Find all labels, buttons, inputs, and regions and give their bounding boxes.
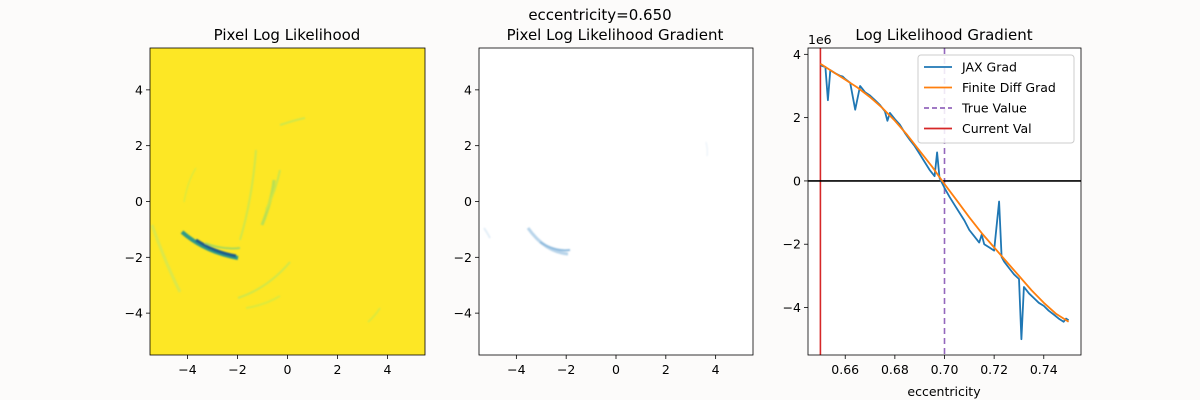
legend-label: Finite Diff Grad — [962, 80, 1056, 95]
y-tick-label: 2 — [135, 138, 143, 153]
x-tick-label: 0.66 — [831, 362, 859, 377]
y-tick-label: −2 — [783, 237, 801, 252]
x-tick-label: 0.68 — [881, 362, 909, 377]
panel-log-likelihood-gradient: Log Likelihood Gradient 0.66 0.68 0.70 0.72… — [783, 26, 1082, 399]
y-tick-label: −2 — [454, 250, 472, 265]
y-tick-label: −4 — [783, 300, 801, 315]
panel1-heatmap-background — [150, 48, 425, 355]
y-tick-label: 0 — [464, 194, 472, 209]
x-tick-label: 0.72 — [980, 362, 1008, 377]
y-tick-label: 0 — [793, 173, 801, 188]
y-tick-label: −2 — [125, 250, 143, 265]
panel1-axes: −4 −2 0 2 4 −4 −2 0 2 4 — [125, 82, 392, 377]
y-tick-label: −4 — [454, 306, 472, 321]
y-tick-label: 4 — [135, 82, 143, 97]
y-tick-label: 4 — [464, 82, 472, 97]
x-tick-label: 0.74 — [1030, 362, 1058, 377]
panel3-title: Log Likelihood Gradient — [855, 26, 1032, 44]
y-tick-label: −4 — [125, 306, 143, 321]
y-tick-label: 4 — [793, 47, 801, 62]
legend-label: JAX Grad — [961, 60, 1017, 75]
panel2-axes: −4 −2 0 2 4 −4 −2 0 2 4 — [454, 82, 720, 377]
x-tick-label: 2 — [662, 362, 670, 377]
panel1-title: Pixel Log Likelihood — [214, 26, 361, 44]
series-line-jax-grad — [820, 64, 1070, 341]
x-tick-label: 4 — [712, 362, 720, 377]
figure-suptitle: eccentricity=0.650 — [528, 6, 671, 24]
x-tick-label: −4 — [178, 362, 196, 377]
panel3-legend: JAX Grad Finite Diff Grad True Value Curren… — [917, 54, 1075, 144]
y-tick-label: 2 — [464, 138, 472, 153]
x-tick-label: −4 — [507, 362, 525, 377]
legend-label: True Value — [961, 101, 1027, 116]
x-tick-label: 0 — [284, 362, 292, 377]
y-tick-label: 0 — [135, 194, 143, 209]
x-tick-label: 4 — [384, 362, 392, 377]
x-tick-label: −2 — [228, 362, 246, 377]
panel2-title: Pixel Log Likelihood Gradient — [507, 26, 724, 44]
panel1-heatmap-arcs — [150, 117, 381, 323]
legend-label: Current Val — [962, 121, 1032, 136]
x-tick-label: 0 — [612, 362, 620, 377]
x-tick-label: 2 — [334, 362, 342, 377]
panel3-axes: 0.66 0.68 0.70 0.72 0.74 −4 −2 0 2 4 — [783, 47, 1058, 377]
panel-pixel-log-likelihood-gradient: Pixel Log Likelihood Gradient −4 −2 0 2 4−4−… — [454, 26, 754, 377]
x-tick-label: −2 — [557, 362, 575, 377]
panel2-heatmap-background — [479, 48, 753, 355]
panel3-y-scale-label: 1e6 — [808, 32, 832, 47]
y-tick-label: 2 — [793, 110, 801, 125]
series-line-finite-diff-grad — [819, 63, 1070, 323]
panel-pixel-log-likelihood: Pixel Log Likelihood −4 −2 0 2 4 −4 −2 0 2 4 — [125, 26, 426, 377]
panel3-x-axis-label: eccentricity — [907, 384, 981, 399]
panel2-heatmap-arcs — [483, 141, 709, 256]
x-tick-label: 0.70 — [931, 362, 959, 377]
legend-box — [917, 54, 1075, 144]
